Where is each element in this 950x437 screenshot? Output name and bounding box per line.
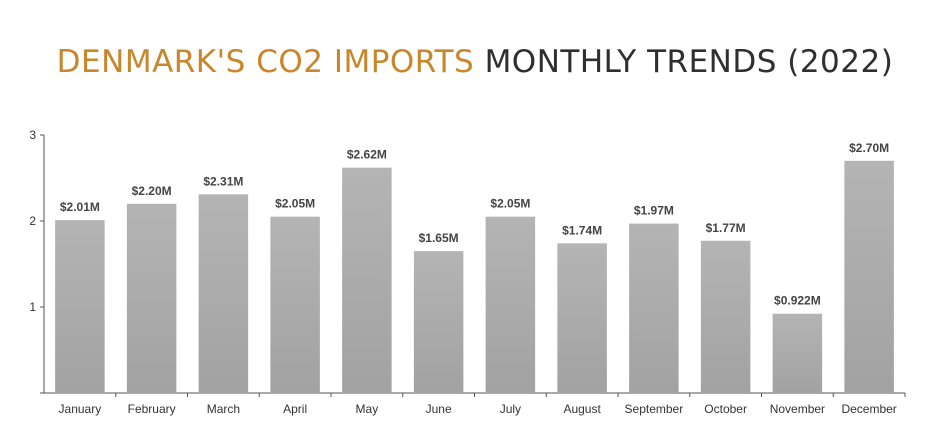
axes <box>40 134 906 397</box>
bar <box>557 243 607 393</box>
y-tick-labels: 1 2 3 <box>29 128 36 314</box>
x-category-label: March <box>207 402 240 416</box>
x-category-label: November <box>770 402 825 416</box>
category-labels: January February March April May June July Augu… <box>59 402 897 416</box>
bar <box>342 167 392 393</box>
chart-title-rest: MONTHLY TRENDS (2022) <box>484 44 894 80</box>
bar-value-label: $2.05M <box>275 197 315 211</box>
bar-value-label: $2.70M <box>849 141 889 155</box>
bar-value-label: $2.31M <box>203 174 243 188</box>
bar <box>629 223 679 393</box>
y-tick-label: 3 <box>29 128 36 142</box>
bar-value-label: $2.01M <box>60 200 100 214</box>
bar-value-label: $2.05M <box>490 197 530 211</box>
chart-title: DENMARK'S CO2 IMPORTS MONTHLY TRENDS (20… <box>0 44 950 80</box>
bar-value-label: $2.20M <box>132 184 172 198</box>
bar <box>198 194 249 393</box>
x-category-label: April <box>283 402 307 416</box>
y-tick-label: 2 <box>29 214 36 228</box>
bar <box>772 313 823 393</box>
bar-value-label: $1.97M <box>634 204 674 218</box>
bar <box>270 216 320 393</box>
chart-title-highlight: DENMARK'S CO2 IMPORTS <box>56 44 475 80</box>
bar <box>844 160 894 393</box>
x-category-label: May <box>356 402 379 416</box>
x-category-label: February <box>128 402 176 416</box>
data-labels: $2.01M $2.20M $2.31M $2.05M $2.62M $1.65M $2.0… <box>60 141 889 308</box>
x-category-label: September <box>625 402 684 416</box>
bar-value-label: $1.77M <box>706 221 746 235</box>
bar-value-label: $1.74M <box>562 223 602 237</box>
bar <box>700 240 751 393</box>
bar-value-label: $0.922M <box>774 294 821 308</box>
x-category-label: June <box>426 402 452 416</box>
x-category-label: July <box>500 402 521 416</box>
x-category-label: August <box>563 402 601 416</box>
bar <box>55 220 105 393</box>
bar-value-label: $1.65M <box>419 231 459 245</box>
bar <box>413 251 464 393</box>
x-category-label: January <box>59 402 102 416</box>
x-category-label: October <box>704 402 747 416</box>
y-tick-label: 1 <box>29 300 36 314</box>
bars <box>55 160 894 393</box>
x-category-label: December <box>841 402 896 416</box>
bar <box>126 203 177 393</box>
bar-value-label: $2.62M <box>347 148 387 162</box>
bar <box>485 216 536 393</box>
